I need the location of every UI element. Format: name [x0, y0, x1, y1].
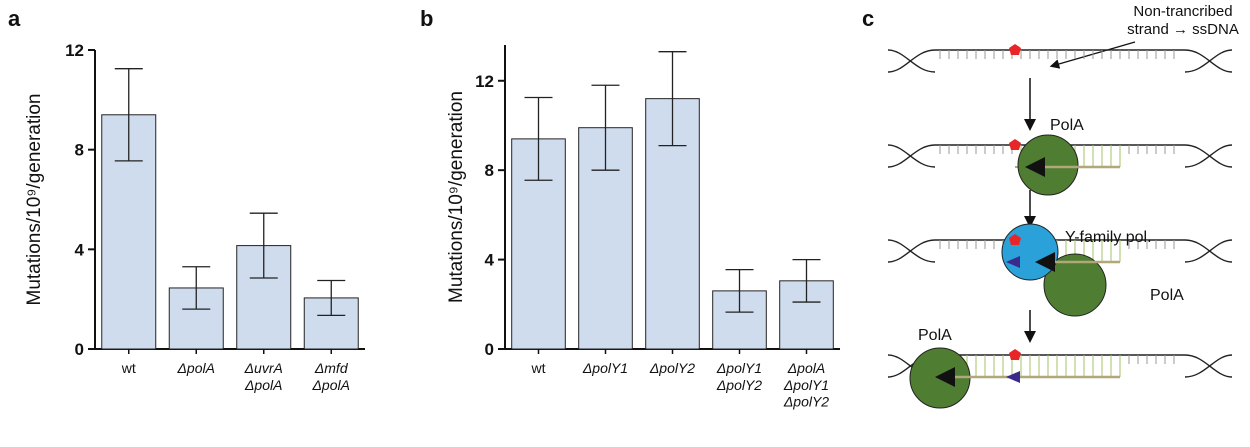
enzyme-label: PolA — [918, 327, 952, 344]
x-tick-label: ΔpolA ΔpolY1 ΔpolY2 — [783, 360, 829, 410]
x-tick-label: wt — [121, 360, 136, 376]
enzyme-label: PolA — [1150, 287, 1184, 304]
dna-strand — [887, 354, 1233, 378]
lesion — [1009, 349, 1021, 360]
y-tick-label: 8 — [485, 161, 494, 180]
enzyme-label: Y-family pol. — [1065, 229, 1152, 246]
lesion — [1009, 139, 1021, 150]
y-tick-label: 0 — [75, 340, 84, 359]
y-axis-label: Mutations/10⁹/generation — [446, 91, 467, 303]
x-tick-label: Δmfd ΔpolA — [312, 360, 350, 393]
panel-label: a — [8, 6, 21, 31]
panel-label: b — [420, 6, 433, 31]
pola — [1017, 134, 1079, 196]
x-tick-label: ΔpolA — [177, 360, 215, 376]
y-family-pol — [1001, 223, 1059, 281]
y-tick-label: 0 — [485, 340, 494, 359]
dna-strand — [887, 144, 1233, 168]
bar — [511, 138, 566, 350]
dna-strand — [887, 239, 1233, 263]
y-axis-label: Mutations/10⁹/generation — [24, 94, 45, 306]
x-tick-label: ΔpolY2 — [649, 360, 695, 376]
y-tick-label: 4 — [75, 240, 85, 259]
dna-strand — [887, 49, 1233, 73]
lesion — [1009, 234, 1021, 245]
dna-strand — [887, 49, 1233, 73]
annotation: Non-trancribed strand → ssDNA — [1127, 3, 1239, 38]
diagram: c Non-trancribed strand → ssDNA PolA Y-fam… — [862, 3, 1239, 409]
y-tick-label: 12 — [65, 41, 84, 60]
tls-arrow — [1006, 256, 1020, 268]
y-tick-label: 4 — [485, 251, 495, 270]
panel-label: c — [862, 6, 874, 31]
tls-arrow — [1006, 371, 1020, 383]
lesion — [1009, 44, 1021, 55]
x-tick-label: ΔuvrA ΔpolA — [244, 360, 283, 393]
y-tick-label: 8 — [75, 141, 84, 160]
x-tick-label: ΔpolY1 ΔpolY2 — [716, 360, 762, 393]
pola — [1043, 253, 1107, 317]
x-tick-label: wt — [531, 360, 546, 376]
x-tick-label: ΔpolY1 — [582, 360, 628, 376]
dna-strand — [887, 239, 1233, 263]
enzyme-label: PolA — [1050, 117, 1084, 134]
y-tick-label: 12 — [475, 72, 494, 91]
